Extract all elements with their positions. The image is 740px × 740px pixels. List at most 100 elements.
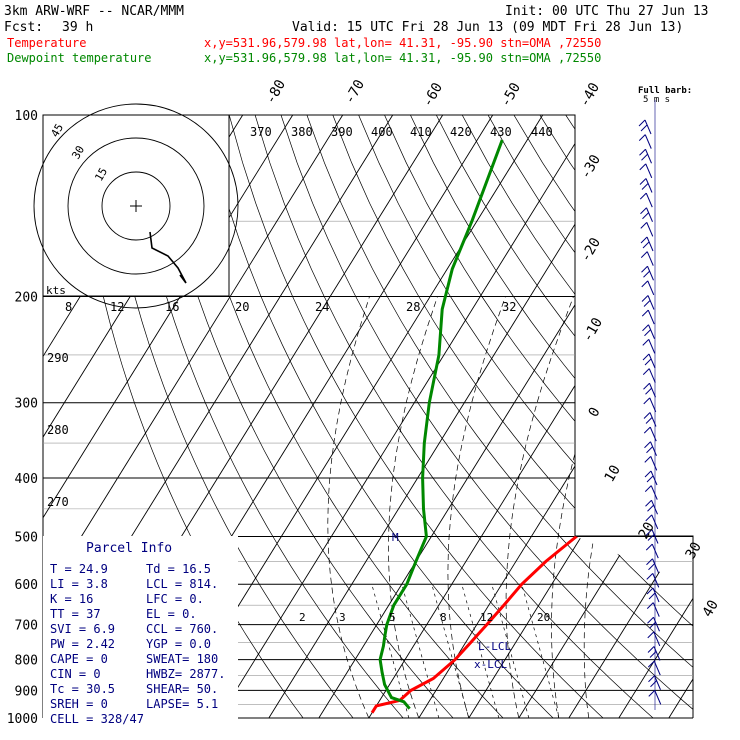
barb-flag [640, 124, 648, 132]
barb-flag [649, 621, 656, 629]
barb-flag [648, 690, 656, 697]
moist-adiabat [447, 296, 506, 718]
wind-barb [640, 222, 654, 237]
barb-staff [647, 309, 655, 325]
wind-barb [644, 470, 658, 486]
barb-flag [646, 573, 654, 580]
hodo-speed-label: 8 [65, 300, 72, 314]
parcel-row-left: TT = 37 [50, 607, 101, 621]
barb-flag [647, 504, 654, 512]
barb-staff [652, 573, 660, 588]
barb-staff [649, 426, 657, 442]
wind-barb [648, 690, 662, 705]
mixing-ratio-label: 8 [440, 611, 447, 624]
dry-adiabat [280, 115, 693, 718]
wind-barb [644, 456, 658, 471]
parcel-row-right: SWEAT= 180 [146, 652, 218, 666]
barb-legend-value: 5 m s [643, 95, 670, 105]
barb-flag [641, 280, 649, 288]
barb-flag [640, 222, 648, 229]
moist-adiabat [505, 296, 574, 718]
parcel-row-right: EL = 0. [146, 607, 197, 621]
wind-barb [647, 646, 661, 661]
barb-staff [647, 295, 655, 310]
barb-staff [650, 441, 657, 456]
barb-flag [641, 183, 649, 190]
dry-adiabat [617, 115, 693, 718]
wind-barb [643, 397, 657, 413]
parcel-row-right: CCL = 760. [146, 622, 218, 636]
init-time: Init: 00 UTC Thu 27 Jun 13 [505, 4, 709, 19]
barb-flag [641, 265, 648, 273]
hodo-speed-label: 24 [315, 300, 329, 314]
wind-barb [644, 441, 657, 456]
wind-barb [641, 295, 655, 310]
parcel-row-right: SHEAR= 50. [146, 682, 218, 696]
wind-barb [643, 382, 656, 398]
wind-barb [646, 602, 660, 617]
barb-flag [645, 499, 652, 507]
theta-label: 400 [371, 125, 393, 139]
barb-flag [640, 251, 648, 258]
barb-staff [646, 222, 654, 237]
wind-barb [642, 339, 656, 354]
parcel-info-title: Parcel Info [86, 541, 172, 556]
temp-tick-label: 30 [683, 539, 705, 562]
pressure-label-700: 700 [15, 619, 38, 634]
dry-adiabat [99, 115, 354, 718]
mixing-ratio-label: 2 [299, 611, 306, 624]
hodo-speed-label: 32 [502, 300, 516, 314]
dry-adiabat [332, 115, 693, 718]
mixing-ratio-line [371, 584, 410, 718]
lcl2-label: x-LCL [474, 658, 507, 671]
dry-adiabat [435, 115, 693, 718]
dry-adiabat [151, 115, 454, 718]
parcel-row-left: LI = 3.8 [50, 577, 108, 591]
barb-staff [645, 163, 653, 179]
wind-barb [648, 675, 661, 690]
mixing-ratio-label: 5 [389, 611, 396, 624]
wind-barb [642, 368, 656, 383]
barb-flag [645, 387, 652, 395]
dry-adiabat [539, 115, 693, 718]
parcel-row-left: SVI = 6.9 [50, 622, 115, 636]
hodo-ring-label: 30 [69, 144, 87, 162]
temp-legend: Temperature [7, 36, 86, 50]
temp-tick-label: -20 [578, 235, 605, 265]
pressure-label-300: 300 [15, 397, 38, 412]
barb-flag [647, 646, 655, 653]
dry-adiabat [410, 115, 693, 718]
wind-barb [638, 134, 652, 149]
barb-flag [642, 368, 650, 375]
barb-staff [648, 353, 656, 369]
mixing-ratio-line [401, 584, 440, 718]
wind-barb [647, 631, 661, 647]
mixing-ratio-label: 12 [480, 611, 493, 624]
pressure-label-100: 100 [15, 109, 38, 124]
mixing-ratio-label: 20 [537, 611, 550, 624]
barb-staff [644, 134, 652, 149]
parcel-row-right: Td = 16.5 [146, 562, 211, 576]
barb-staff [647, 280, 655, 296]
parcel-row-right: YGP = 0.0 [146, 637, 211, 651]
fcst-value: 39 h [62, 20, 93, 35]
theta-label: 370 [250, 125, 272, 139]
hodo-ring-label: 15 [92, 166, 110, 184]
barb-staff [650, 485, 658, 500]
barb-staff [646, 251, 654, 266]
barb-flag [639, 148, 646, 156]
barb-flag [645, 417, 653, 424]
isotherm [218, 115, 594, 718]
hodograph-ring [33, 103, 239, 309]
temp-location: x,y=531.96,579.98 lat,lon= 41.31, -95.90… [204, 36, 601, 50]
hodo-speed-label: 20 [235, 300, 249, 314]
barb-flag [645, 543, 653, 551]
barb-flag [639, 163, 647, 171]
parcel-row-left: T = 24.9 [50, 562, 108, 576]
barb-flag [643, 426, 651, 434]
barb-flag [640, 236, 648, 244]
wind-barb [646, 558, 659, 573]
barb-flag [641, 153, 648, 161]
parcel-row-left: CIN = 0 [50, 667, 101, 681]
